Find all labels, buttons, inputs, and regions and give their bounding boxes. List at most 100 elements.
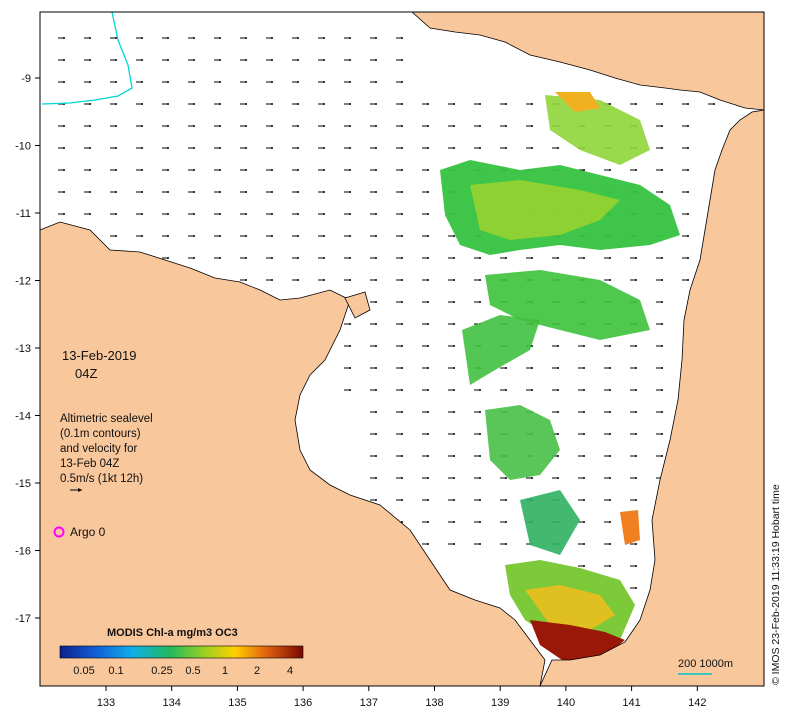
velocity-arrow-head <box>375 235 377 237</box>
velocity-arrow-head <box>505 103 507 105</box>
velocity-arrow-head <box>401 257 403 259</box>
velocity-arrow-head <box>661 411 663 413</box>
velocity-arrow-head <box>375 59 377 61</box>
velocity-arrow-head <box>245 235 247 237</box>
velocity-arrow-head <box>349 257 351 259</box>
y-tick-label: -12 <box>15 276 31 288</box>
velocity-arrow-head <box>453 257 455 259</box>
plot-frame <box>39 11 765 687</box>
velocity-arrow-head <box>323 103 325 105</box>
velocity-arrow-head <box>323 147 325 149</box>
velocity-arrow-head <box>89 37 91 39</box>
velocity-arrow-head <box>557 345 559 347</box>
velocity-arrow-head <box>323 169 325 171</box>
velocity-arrow-head <box>219 125 221 127</box>
velocity-arrow-head <box>401 147 403 149</box>
velocity-arrow-head <box>245 59 247 61</box>
velocity-arrow-head <box>505 543 507 545</box>
velocity-arrow-head <box>609 257 611 259</box>
velocity-arrow-head <box>323 59 325 61</box>
chlorophyll-layer <box>440 92 680 662</box>
velocity-arrow-head <box>219 169 221 171</box>
legend-line: 0.5m/s (1kt 12h) <box>60 473 144 485</box>
velocity-arrow-head <box>635 587 637 589</box>
velocity-arrow-head <box>375 257 377 259</box>
velocity-arrow-head <box>583 367 585 369</box>
velocity-arrow-head <box>271 279 273 281</box>
velocity-arrow-head <box>89 125 91 127</box>
velocity-arrow-head <box>661 345 663 347</box>
velocity-arrow-head <box>635 345 637 347</box>
y-tick-label: -9 <box>21 73 31 85</box>
velocity-arrow-head <box>323 213 325 215</box>
velocity-arrow-head <box>219 81 221 83</box>
y-tick-label: -17 <box>15 613 31 625</box>
velocity-arrow-head <box>115 37 117 39</box>
velocity-arrow-head <box>401 81 403 83</box>
x-tick-label: 138 <box>425 697 443 709</box>
velocity-arrow-head <box>141 213 143 215</box>
velocity-arrow-head <box>609 345 611 347</box>
velocity-arrow-head <box>531 389 533 391</box>
velocity-arrow-head <box>427 103 429 105</box>
velocity-arrow-head <box>375 323 377 325</box>
velocity-arrow-head <box>687 191 689 193</box>
x-tick-label: 140 <box>557 697 575 709</box>
velocity-arrow-head <box>193 37 195 39</box>
velocity-arrow-head <box>63 169 65 171</box>
velocity-arrow-head <box>89 147 91 149</box>
velocity-arrow-head <box>401 411 403 413</box>
velocity-arrow-head <box>479 455 481 457</box>
velocity-arrow-head <box>141 37 143 39</box>
velocity-arrow-head <box>349 235 351 237</box>
velocity-arrow-head <box>609 433 611 435</box>
velocity-arrow-head <box>583 257 585 259</box>
velocity-arrow-head <box>219 213 221 215</box>
velocity-arrow-head <box>453 301 455 303</box>
velocity-arrow-head <box>349 81 351 83</box>
velocity-arrow-head <box>557 389 559 391</box>
colorbar-tick-label: 4 <box>287 665 293 677</box>
chl-patch-left <box>462 315 540 385</box>
velocity-arrow-head <box>687 125 689 127</box>
velocity-arrow-head <box>453 367 455 369</box>
velocity-arrow-head <box>583 345 585 347</box>
velocity-arrow-head <box>193 147 195 149</box>
y-tick-label: -11 <box>16 208 31 220</box>
velocity-arrow-head <box>401 301 403 303</box>
velocity-arrow-head <box>167 191 169 193</box>
chl-patch-north-yellow <box>470 180 620 240</box>
velocity-arrow-head <box>583 477 585 479</box>
velocity-arrow-head <box>219 257 221 259</box>
velocity-arrow-head <box>427 433 429 435</box>
velocity-arrow-head <box>89 59 91 61</box>
velocity-arrow-head <box>401 499 403 501</box>
chl-patch-northeast-orange <box>555 92 600 112</box>
velocity-arrow-head <box>453 323 455 325</box>
velocity-arrow-head <box>401 367 403 369</box>
velocity-arrow-head <box>219 235 221 237</box>
velocity-arrow-head <box>89 213 91 215</box>
velocity-arrow-head <box>427 235 429 237</box>
velocity-arrow-head <box>245 213 247 215</box>
velocity-arrow-head <box>245 279 247 281</box>
velocity-arrow-head <box>375 455 377 457</box>
velocity-arrow-head <box>219 191 221 193</box>
velocity-arrow-head <box>401 433 403 435</box>
velocity-arrow-head <box>453 103 455 105</box>
velocity-arrow-head <box>479 301 481 303</box>
legend-line: and velocity for <box>60 443 138 455</box>
velocity-arrow-head <box>193 125 195 127</box>
x-tick-label: 133 <box>97 697 115 709</box>
velocity-arrow-head <box>401 37 403 39</box>
velocity-arrow-head <box>583 565 585 567</box>
velocity-arrow-head <box>297 169 299 171</box>
velocity-arrow-head <box>349 37 351 39</box>
velocity-arrow-head <box>271 103 273 105</box>
velocity-arrow-head <box>115 103 117 105</box>
velocity-arrow-head <box>401 323 403 325</box>
velocity-arrow-head <box>427 279 429 281</box>
velocity-arrow-head <box>193 235 195 237</box>
colorbar-tick-label: 0.5 <box>185 665 200 677</box>
velocity-arrow-head <box>89 169 91 171</box>
